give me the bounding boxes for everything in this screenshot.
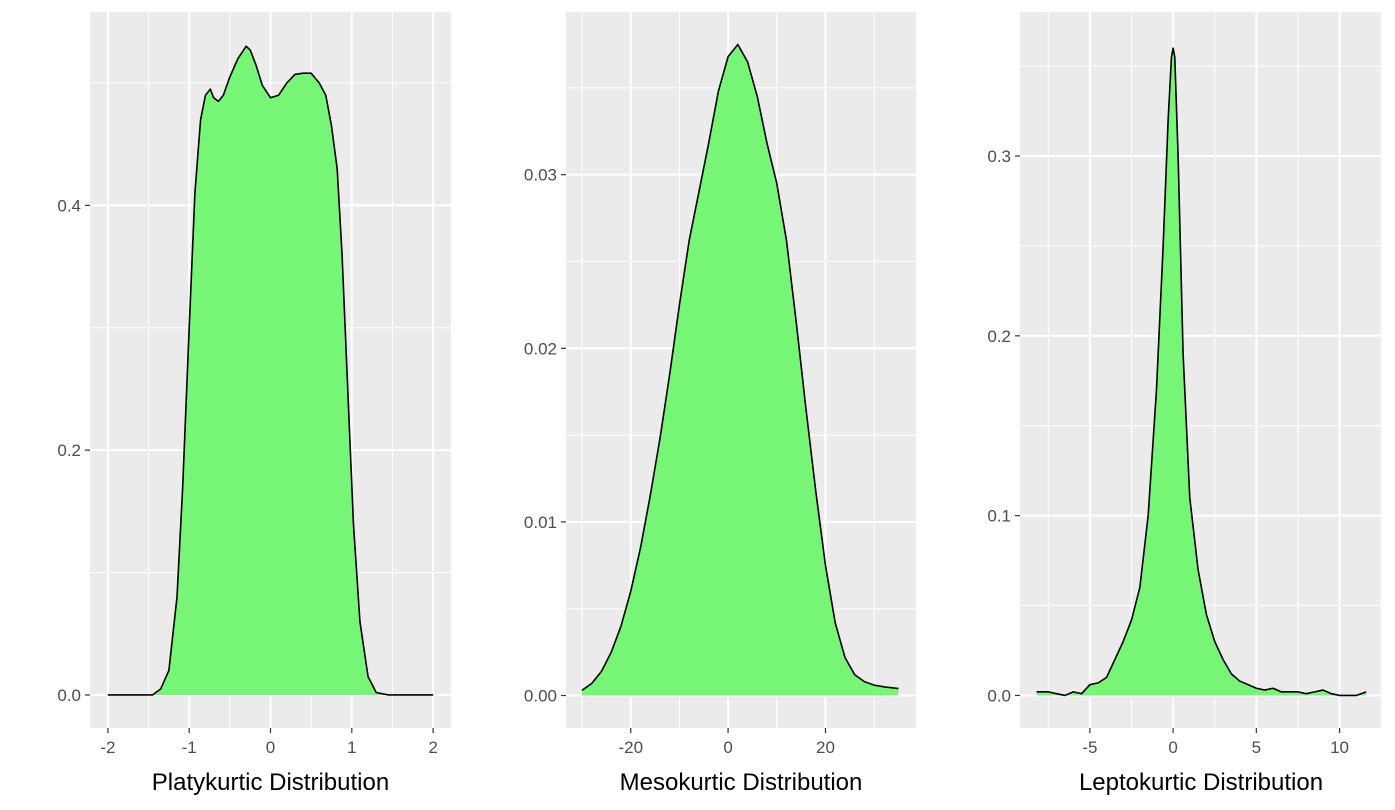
platykurtic-panel: -2 -1 0 1 2 0.0 0.2 0.4 Platykurtic Distribution xyxy=(57,12,451,796)
mesokurtic-panel: -20 0 20 0.00 0.01 0.02 0.03 Mesokurtic Distrib… xyxy=(524,12,916,796)
x-tick-label: 0 xyxy=(723,738,732,757)
y-tick-label: 0.0 xyxy=(987,686,1011,705)
x-tick-label: -2 xyxy=(100,738,115,757)
platykurtic-density-area xyxy=(107,46,434,695)
x-tick-label: 5 xyxy=(1252,738,1261,757)
y-tick-label: 0.4 xyxy=(57,196,81,215)
x-tick-label: -1 xyxy=(182,738,197,757)
x-tick-label: 20 xyxy=(816,738,835,757)
platykurtic-density-line xyxy=(107,45,434,696)
mesokurtic-density-area xyxy=(582,44,899,696)
mesokurtic-density-line xyxy=(581,43,899,691)
x-axis-title: Leptokurtic Distribution xyxy=(1079,769,1323,796)
leptokurtic-density-line xyxy=(1036,47,1367,697)
x-tick-label: 0 xyxy=(1168,738,1177,757)
y-tick-label: 0.1 xyxy=(987,507,1011,526)
y-tick-label: 0.01 xyxy=(524,513,557,532)
x-tick-label: 1 xyxy=(347,738,356,757)
y-tick-label: 0.3 xyxy=(987,147,1011,166)
x-tick-label: 2 xyxy=(428,738,437,757)
x-axis-title: Mesokurtic Distribution xyxy=(620,769,863,796)
y-tick-label: 0.2 xyxy=(57,441,81,460)
x-tick-label: -5 xyxy=(1082,738,1097,757)
x-tick-label: 10 xyxy=(1330,738,1349,757)
y-tick-label: 0.2 xyxy=(987,327,1011,346)
x-axis-title: Platykurtic Distribution xyxy=(152,769,389,796)
y-tick-label: 0.00 xyxy=(524,687,557,706)
x-tick-label: 0 xyxy=(266,738,275,757)
y-tick-label: 0.0 xyxy=(57,686,81,705)
leptokurtic-panel: -5 0 5 10 0.0 0.1 0.2 0.3 Leptokurtic Distributi… xyxy=(987,12,1382,796)
x-tick-label: -20 xyxy=(618,738,643,757)
y-tick-label: 0.02 xyxy=(524,339,557,358)
y-tick-label: 0.03 xyxy=(524,166,557,185)
